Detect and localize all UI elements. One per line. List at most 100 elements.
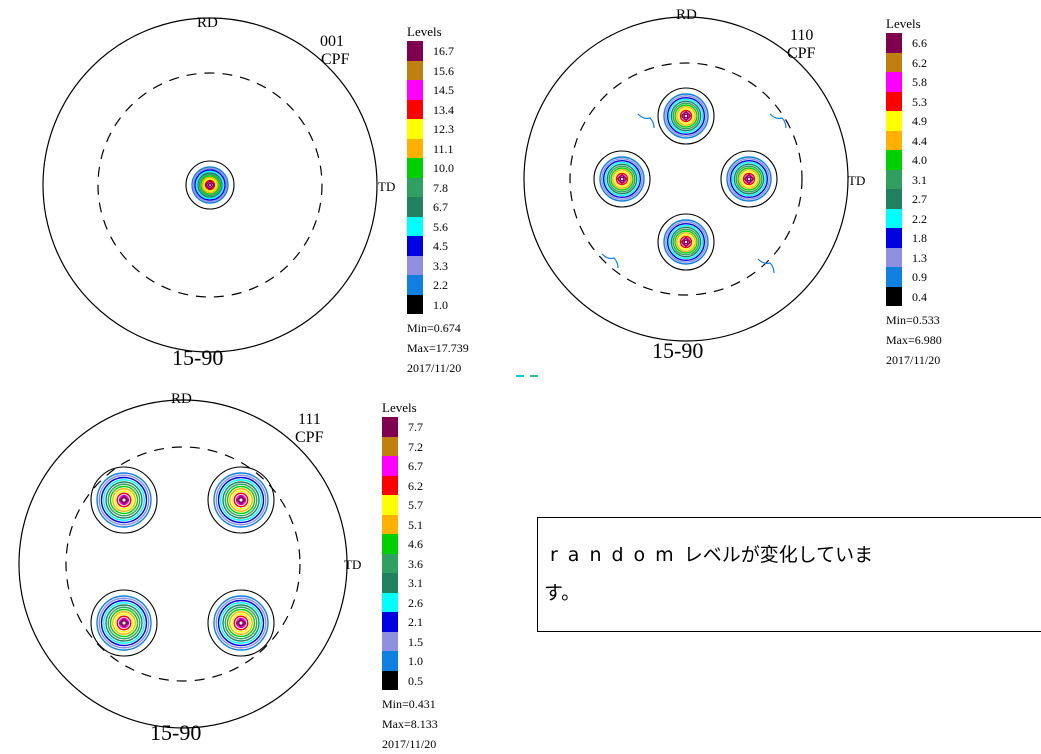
contour-ring xyxy=(217,599,265,647)
levels-legend: Levels 16.7 15.6 14.5 13.4 12.3 11.1 10.0 7.8 6.… xyxy=(407,24,517,384)
pole-contours xyxy=(90,466,275,657)
pole-figure-110: RD TD 110 CPF 15-90 Levels 6.6 6.2 5.8 5.3 4… xyxy=(520,0,1041,380)
legend-swatch xyxy=(407,216,423,236)
contour-peak xyxy=(204,179,216,191)
legend-title: Levels xyxy=(407,24,442,39)
legend-swatch xyxy=(407,158,423,178)
legend-level-value: 2.2 xyxy=(912,211,927,226)
max-value: Max=8.133 xyxy=(382,717,438,731)
plane-index: 111 xyxy=(298,411,321,428)
legend-level-value: 5.6 xyxy=(433,219,448,234)
cpf-label: CPF xyxy=(295,429,324,446)
contour-ring xyxy=(746,176,752,182)
legend-level-value: 2.6 xyxy=(408,595,423,610)
legend-swatch xyxy=(886,91,902,111)
legend-level-value: 6.2 xyxy=(912,55,927,70)
legend-swatch xyxy=(886,208,902,228)
contour-peak xyxy=(235,617,247,629)
contour-ring xyxy=(198,173,222,197)
contour-ring xyxy=(215,474,267,526)
contour-ring xyxy=(103,602,145,644)
contour-ring xyxy=(233,492,249,508)
legend-swatch xyxy=(407,275,423,295)
legend-level-value: 6.6 xyxy=(912,36,927,50)
contour-ring xyxy=(185,160,235,210)
contour-ring xyxy=(207,466,275,534)
legend-level-value: 0.4 xyxy=(912,289,927,304)
contour-ring xyxy=(114,613,134,633)
legend-swatch xyxy=(407,80,423,100)
legend-level-value: 5.1 xyxy=(408,517,423,532)
contour-ring xyxy=(735,165,763,193)
legend-level-value: 14.5 xyxy=(433,83,454,97)
legend-swatch xyxy=(382,553,398,573)
contour-ring xyxy=(109,485,139,515)
legend-level-value: 1.3 xyxy=(912,250,927,265)
contour-ring xyxy=(729,159,769,199)
contour-ring xyxy=(679,235,693,249)
contour-ring xyxy=(200,175,220,195)
contour-ring xyxy=(201,176,219,194)
contour-ring xyxy=(666,96,706,136)
legend-swatch xyxy=(382,495,398,515)
contour-ring xyxy=(98,474,150,526)
contour-ring xyxy=(731,161,767,197)
legend-level-value: 7.2 xyxy=(408,439,423,454)
contour-ring xyxy=(222,481,260,519)
td-label: TD xyxy=(848,173,866,188)
contour-ring xyxy=(665,221,707,263)
contour-peak xyxy=(680,236,692,248)
legend-swatch xyxy=(886,33,902,53)
contour-ring xyxy=(726,156,772,202)
pole-contours xyxy=(185,160,235,210)
contour-ring xyxy=(674,104,698,128)
legend-swatch xyxy=(382,417,398,437)
contour-peak xyxy=(616,173,628,185)
contour-ring xyxy=(681,237,691,247)
contour-ring xyxy=(739,169,759,189)
contour-ring xyxy=(672,102,700,130)
contour-ring xyxy=(116,615,132,631)
contour-peak xyxy=(680,110,692,122)
contour-ring xyxy=(98,597,150,649)
contour-ring xyxy=(663,219,709,265)
legend-swatch xyxy=(886,150,902,170)
legend-swatch xyxy=(382,475,398,495)
legend-swatch xyxy=(407,119,423,139)
random-level-circle xyxy=(65,446,301,682)
legend-swatch xyxy=(407,197,423,217)
contour-ring xyxy=(118,617,130,629)
contour-ring xyxy=(109,608,139,638)
contour-ring xyxy=(666,222,706,262)
contour-ring xyxy=(194,169,226,201)
pole-contours xyxy=(593,87,787,274)
legend-level-value: 6.7 xyxy=(408,459,423,473)
contour-ring xyxy=(233,615,249,631)
legend-swatch xyxy=(407,41,423,61)
contour-ring xyxy=(112,488,136,512)
legend-swatch xyxy=(407,294,423,314)
min-value: Min=0.533 xyxy=(886,313,940,327)
contour-ring xyxy=(593,150,651,208)
rd-label: RD xyxy=(171,391,192,407)
contour-ring xyxy=(197,172,223,198)
legend-swatch xyxy=(886,111,902,131)
pole-figure-111: RD TD 111 CPF 15-90 Levels 7.7 7.2 6.7 6.2 5… xyxy=(0,380,520,754)
contour-ring xyxy=(100,476,148,524)
legend-level-value: 4.4 xyxy=(912,133,927,148)
legend-level-value: 3.6 xyxy=(408,556,423,571)
contour-ring xyxy=(222,604,260,642)
contour-ring xyxy=(207,182,213,188)
pole-figure-plot xyxy=(42,17,378,353)
contour-ring xyxy=(676,232,696,252)
contour-ring xyxy=(112,611,136,635)
legend-swatch xyxy=(382,592,398,612)
contour-arc xyxy=(601,253,619,269)
min-value: Min=0.674 xyxy=(407,321,461,335)
date-label: 2017/11/20 xyxy=(382,737,437,751)
random-level-circle xyxy=(569,62,803,296)
legend-level-value: 4.5 xyxy=(433,239,448,253)
contour-ring xyxy=(207,589,275,657)
legend-swatch xyxy=(382,612,398,632)
contour-ring xyxy=(90,466,158,534)
